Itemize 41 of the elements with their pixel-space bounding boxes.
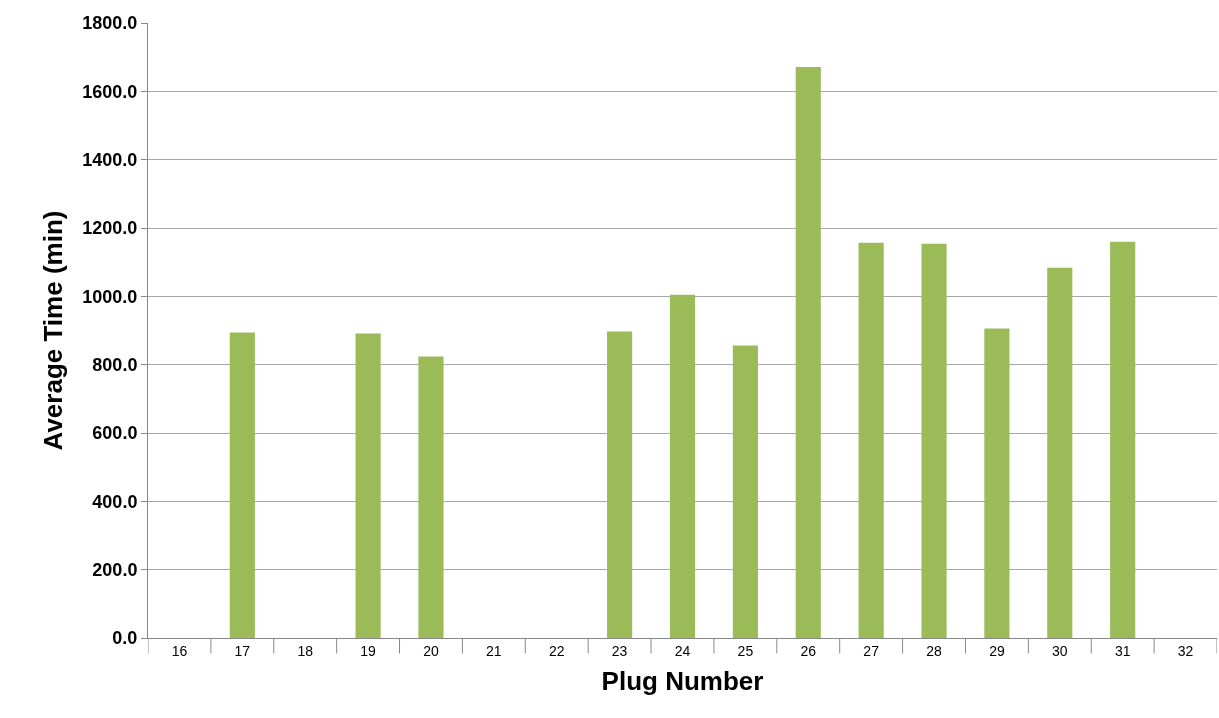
bar (355, 333, 381, 638)
x-tick-label: 19 (360, 642, 377, 659)
x-tick-label: 18 (297, 642, 314, 659)
x-tick-label: 31 (1114, 642, 1131, 659)
x-tick-label: 20 (423, 642, 439, 659)
x-tick-label: 21 (486, 642, 502, 659)
y-tick-label: 600.0 (92, 423, 138, 444)
y-tick-label: 1800.0 (82, 13, 138, 34)
x-tick-label: 16 (171, 642, 188, 659)
x-tick-label: 25 (737, 642, 754, 659)
x-tick-label: 24 (674, 642, 691, 659)
bar (921, 243, 947, 638)
x-tick-label: 29 (989, 642, 1005, 659)
x-tick-label: 22 (548, 642, 565, 659)
y-tick-label: 1000.0 (82, 286, 138, 307)
bar (418, 356, 444, 638)
bar (1047, 267, 1073, 638)
bar (229, 332, 255, 638)
bar (669, 294, 696, 638)
bar (795, 67, 821, 638)
x-tick-label: 17 (234, 642, 251, 659)
y-tick-label: 400.0 (92, 491, 138, 512)
y-tick-label: 1200.0 (82, 218, 138, 239)
y-tick-label: 0.0 (112, 628, 138, 649)
x-tick-label: 30 (1052, 642, 1068, 659)
y-axis-title: Average Time (min) (37, 210, 68, 451)
bar (607, 331, 633, 638)
x-tick-label: 23 (611, 642, 628, 659)
bar (1110, 241, 1136, 638)
y-tick-label: 800.0 (92, 354, 138, 375)
x-axis-title: Plug Number (601, 666, 764, 697)
y-tick-label: 1400.0 (82, 149, 138, 170)
bar (858, 242, 884, 638)
bar (984, 328, 1010, 638)
y-tick-label: 200.0 (92, 559, 138, 580)
y-tick-label: 1600.0 (82, 81, 138, 102)
x-tick-label: 26 (800, 642, 817, 659)
x-tick-label: 28 (926, 642, 943, 659)
bar (732, 345, 758, 638)
x-tick-label: 27 (863, 642, 880, 659)
x-tick-label: 32 (1177, 642, 1194, 659)
